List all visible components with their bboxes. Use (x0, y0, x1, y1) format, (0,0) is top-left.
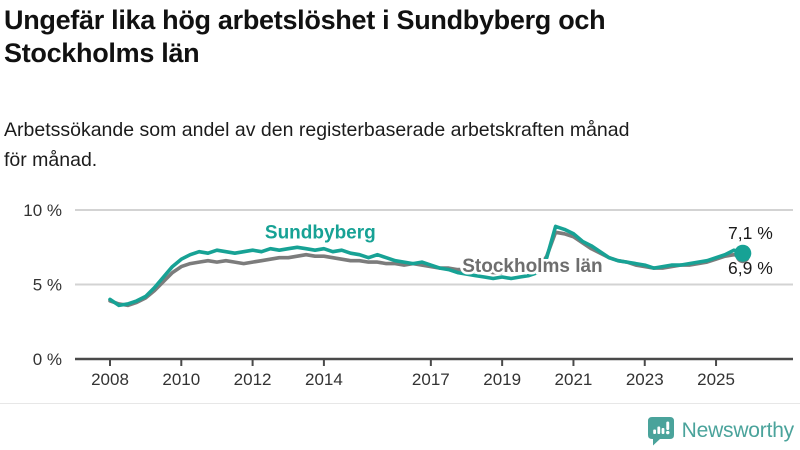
chart-title-line1: Ungefär lika hög arbetslöshet i Sundbybe… (4, 5, 606, 35)
unemployment-line-chart: 0 % 5 % 10 % 2008 2010 2012 2014 2017 2019 2021 20… (23, 201, 793, 389)
chart-subtitle-line1: Arbetssökande som andel av den registerb… (4, 119, 630, 141)
x-tick-label: 2021 (555, 370, 593, 389)
chart-title: Ungefär lika hög arbetslöshet i Sundbybe… (4, 4, 784, 71)
y-tick-label: 10 % (23, 201, 62, 220)
end-value-label: 7,1 % (728, 223, 773, 243)
footer-divider (0, 403, 800, 404)
x-tick-label: 2023 (626, 370, 664, 389)
x-tick-label: 2025 (697, 370, 735, 389)
series-line-stockholms-län (108, 230, 745, 308)
series-label-stockholms-län: Stockholms län (462, 256, 602, 277)
newsworthy-logo: Newsworthy (647, 416, 794, 446)
x-tick-label: 2017 (412, 370, 450, 389)
series-label-sundbyberg: Sundbyberg (265, 222, 376, 243)
chart-subtitle-line2: för månad. (4, 149, 98, 172)
y-tick-label: 0 % (33, 350, 62, 369)
series-line-sundbyberg (108, 224, 745, 308)
y-tick-label: 5 % (33, 276, 62, 295)
x-tick-label: 2010 (162, 370, 200, 389)
chart-subtitle: Arbetssökande som andel av den registerb… (4, 115, 784, 175)
x-tick-label: 2008 (91, 370, 129, 389)
x-tick-label: 2014 (305, 370, 343, 389)
newsworthy-brand-text: Newsworthy (681, 419, 795, 442)
end-value-label: 6,9 % (728, 258, 773, 278)
newsworthy-logo-icon (647, 416, 675, 446)
chart-title-line2: Stockholms län (4, 38, 200, 69)
series-end-dot-sundbyberg (734, 244, 752, 262)
x-tick-label: 2012 (234, 370, 272, 389)
x-tick-label: 2019 (483, 370, 521, 389)
